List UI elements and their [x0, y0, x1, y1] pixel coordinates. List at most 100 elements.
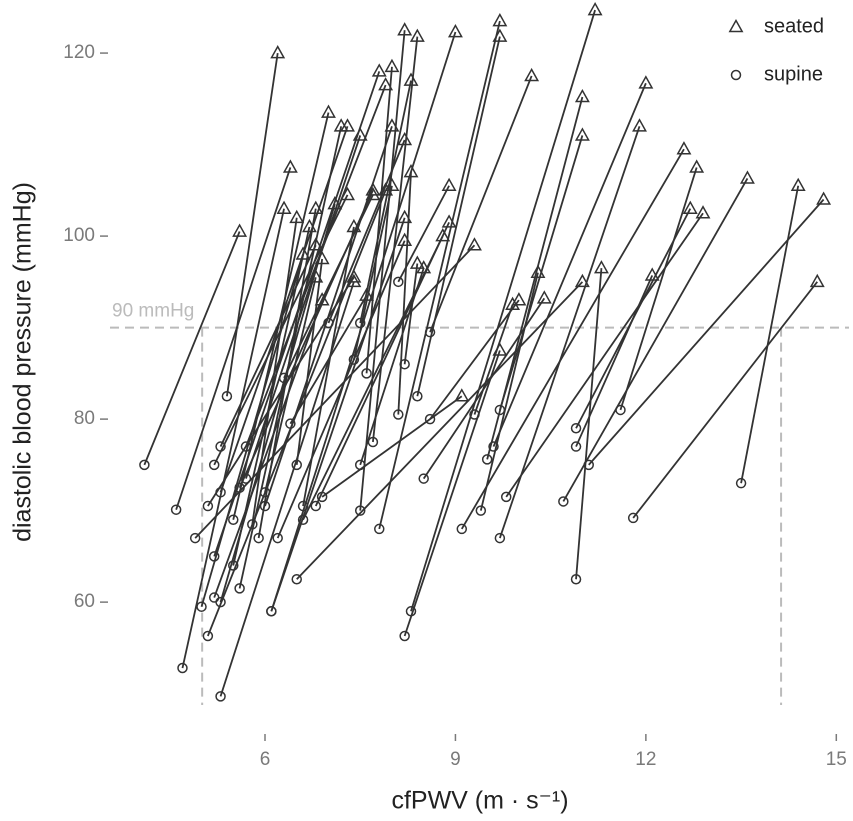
triangle-point — [492, 342, 508, 356]
pair-segment — [575, 268, 603, 580]
triangle-point — [574, 127, 590, 141]
circle-point — [297, 514, 309, 526]
y-axis-title: diastolic blood pressure (mmHg) — [9, 182, 37, 542]
circle-point — [228, 560, 239, 571]
pair-segment — [181, 208, 285, 669]
circle-point — [399, 630, 410, 642]
pair-segment — [238, 189, 374, 489]
circle-point — [481, 454, 493, 465]
triangle-point — [371, 63, 387, 77]
triangle-point — [289, 209, 305, 224]
pair-segment — [397, 185, 450, 283]
y-tick-label: 100 — [63, 225, 95, 246]
pair-segment — [378, 20, 501, 530]
pair-segment — [321, 395, 463, 498]
y-tick-label: 80 — [74, 408, 95, 429]
circle-point — [221, 390, 233, 402]
pair-segment — [359, 30, 406, 511]
circle-point — [418, 473, 429, 484]
triangle-point — [524, 67, 540, 82]
circle-point — [367, 436, 379, 448]
circle-point — [558, 496, 569, 507]
pair-segment — [575, 208, 692, 429]
circle-point — [215, 441, 226, 452]
triangle-point — [346, 218, 362, 233]
pair-segment — [588, 198, 825, 466]
circle-point — [202, 500, 214, 512]
circle-point — [310, 500, 322, 512]
circle-point — [469, 409, 480, 420]
triangle-point — [441, 177, 457, 192]
pair-segment — [499, 125, 641, 539]
triangle-point — [676, 141, 692, 155]
circle-point — [189, 532, 201, 544]
circle-point — [354, 317, 366, 329]
triangle-point — [378, 182, 394, 196]
pair-segment — [295, 258, 324, 465]
triangle-point — [511, 292, 527, 306]
circle-point — [424, 326, 436, 338]
circle-point — [500, 491, 512, 503]
triangle-point — [346, 269, 362, 283]
pair-segment — [359, 80, 412, 324]
triangle-point — [384, 177, 400, 192]
pair-segment — [461, 148, 685, 530]
pair-segment — [473, 304, 514, 415]
pair-segment — [276, 240, 406, 539]
triangle-point — [790, 177, 806, 192]
circle-point — [361, 368, 372, 379]
triangle-point — [308, 269, 324, 283]
triangle-point — [365, 182, 381, 196]
triangle-point — [308, 200, 324, 214]
circle-point — [196, 601, 207, 612]
triangle-point — [282, 159, 298, 173]
legend-marker — [728, 18, 744, 33]
triangle-point — [378, 77, 394, 91]
triangle-point — [409, 28, 425, 42]
triangle-point — [270, 45, 286, 59]
pair-segment — [352, 185, 393, 360]
triangle-point — [340, 118, 355, 132]
triangle-point — [809, 273, 825, 288]
triangle-point — [467, 237, 482, 251]
pair-segment — [219, 244, 317, 447]
triangle-point — [232, 223, 248, 237]
circle-point — [615, 404, 626, 416]
pair-segment — [492, 82, 647, 447]
circle-point — [494, 532, 506, 544]
triangle-point — [346, 273, 362, 288]
triangle-point — [359, 287, 375, 301]
pair-segment — [429, 299, 520, 420]
triangle-point — [301, 218, 317, 233]
triangle-point — [632, 118, 647, 132]
pair-segment — [264, 277, 317, 493]
triangle-point — [638, 75, 654, 89]
triangle-point — [695, 205, 711, 219]
circle-point — [253, 532, 264, 544]
pair-segment — [213, 299, 323, 598]
triangle-point — [384, 118, 400, 132]
circle-point — [228, 514, 239, 526]
circle-point — [234, 583, 245, 594]
pair-segment — [194, 244, 476, 539]
triangle-point — [409, 255, 425, 269]
pair-segment — [429, 75, 533, 333]
triangle-point — [397, 232, 413, 246]
pair-segment — [226, 52, 279, 397]
pair-segment — [619, 167, 698, 411]
circle-point — [374, 523, 385, 535]
triangle-point — [416, 260, 432, 274]
triangle-point — [397, 22, 413, 36]
circle-point — [272, 532, 283, 544]
triangle-point — [365, 186, 381, 201]
circle-point — [393, 409, 404, 420]
triangle-point — [321, 104, 336, 118]
circle-point — [735, 477, 747, 489]
circle-point — [570, 441, 582, 452]
triangle-point — [397, 131, 413, 146]
circle-point — [278, 372, 290, 384]
triangle-point — [492, 28, 508, 42]
pair-segment — [270, 217, 406, 612]
circle-point — [139, 459, 150, 471]
triangle-point — [574, 273, 590, 288]
